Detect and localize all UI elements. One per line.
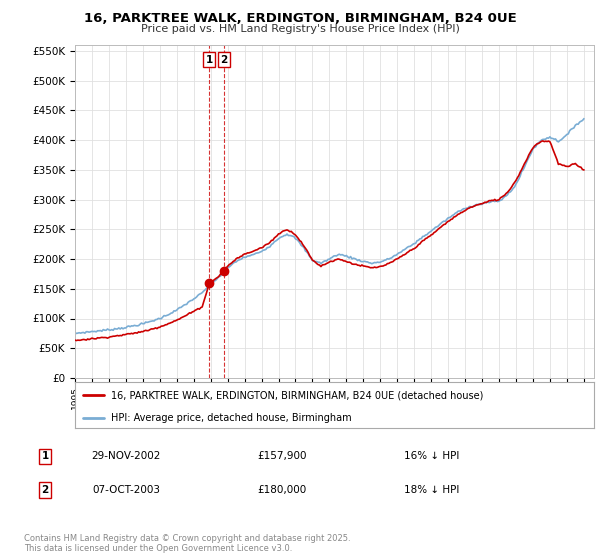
Text: 16, PARKTREE WALK, ERDINGTON, BIRMINGHAM, B24 0UE (detached house): 16, PARKTREE WALK, ERDINGTON, BIRMINGHAM…	[112, 390, 484, 400]
Text: 1: 1	[41, 451, 49, 461]
Text: 2: 2	[220, 55, 227, 65]
Text: 16% ↓ HPI: 16% ↓ HPI	[404, 451, 460, 461]
Text: 29-NOV-2002: 29-NOV-2002	[91, 451, 161, 461]
Text: 1: 1	[206, 55, 213, 65]
Text: HPI: Average price, detached house, Birmingham: HPI: Average price, detached house, Birm…	[112, 413, 352, 423]
Text: 16, PARKTREE WALK, ERDINGTON, BIRMINGHAM, B24 0UE: 16, PARKTREE WALK, ERDINGTON, BIRMINGHAM…	[83, 12, 517, 25]
Text: 07-OCT-2003: 07-OCT-2003	[92, 485, 160, 495]
Text: 2: 2	[41, 485, 49, 495]
Text: Contains HM Land Registry data © Crown copyright and database right 2025.
This d: Contains HM Land Registry data © Crown c…	[24, 534, 350, 553]
Text: £157,900: £157,900	[257, 451, 307, 461]
Text: Price paid vs. HM Land Registry's House Price Index (HPI): Price paid vs. HM Land Registry's House …	[140, 24, 460, 34]
Text: £180,000: £180,000	[257, 485, 307, 495]
Text: 18% ↓ HPI: 18% ↓ HPI	[404, 485, 460, 495]
